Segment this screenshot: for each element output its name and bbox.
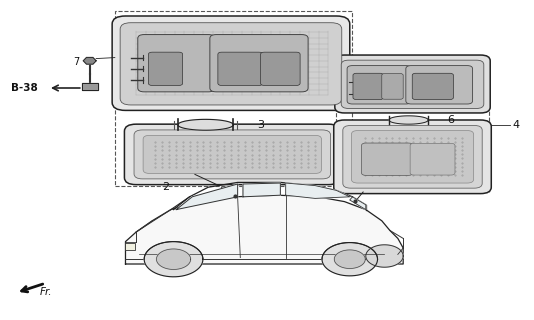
Polygon shape: [82, 83, 98, 90]
Text: 4: 4: [513, 120, 520, 130]
FancyBboxPatch shape: [112, 16, 350, 110]
FancyBboxPatch shape: [353, 73, 383, 100]
Polygon shape: [286, 183, 350, 198]
Text: 6: 6: [447, 115, 454, 125]
Polygon shape: [125, 195, 403, 264]
FancyBboxPatch shape: [343, 125, 482, 188]
Text: Fr.: Fr.: [40, 287, 52, 297]
FancyBboxPatch shape: [134, 130, 331, 179]
FancyBboxPatch shape: [410, 143, 455, 175]
FancyBboxPatch shape: [335, 55, 490, 113]
Bar: [125, 243, 135, 250]
FancyBboxPatch shape: [210, 35, 308, 92]
FancyBboxPatch shape: [334, 120, 491, 194]
FancyBboxPatch shape: [347, 66, 411, 104]
Polygon shape: [322, 243, 378, 276]
FancyBboxPatch shape: [351, 131, 474, 183]
FancyBboxPatch shape: [218, 52, 263, 85]
FancyBboxPatch shape: [406, 66, 473, 104]
Bar: [336, 58, 489, 192]
FancyBboxPatch shape: [143, 135, 321, 173]
FancyBboxPatch shape: [412, 73, 453, 100]
Text: 7: 7: [73, 57, 79, 68]
Polygon shape: [144, 242, 203, 277]
Text: 3: 3: [257, 120, 264, 130]
Text: 5: 5: [350, 168, 356, 178]
Text: B-38: B-38: [11, 83, 37, 93]
Polygon shape: [178, 119, 233, 130]
Polygon shape: [83, 58, 96, 64]
Polygon shape: [366, 245, 403, 267]
Polygon shape: [334, 250, 365, 268]
FancyBboxPatch shape: [138, 35, 215, 92]
FancyBboxPatch shape: [120, 23, 342, 105]
FancyBboxPatch shape: [148, 52, 183, 85]
Polygon shape: [176, 184, 238, 210]
FancyBboxPatch shape: [382, 74, 403, 99]
FancyBboxPatch shape: [124, 124, 340, 185]
Polygon shape: [350, 197, 366, 210]
Text: 1: 1: [376, 92, 383, 103]
FancyBboxPatch shape: [362, 143, 413, 175]
Polygon shape: [156, 249, 191, 269]
Polygon shape: [389, 116, 428, 124]
Text: 2: 2: [162, 182, 169, 192]
Bar: [115, 11, 352, 186]
FancyBboxPatch shape: [341, 60, 484, 108]
FancyBboxPatch shape: [261, 52, 300, 85]
Polygon shape: [243, 183, 280, 197]
